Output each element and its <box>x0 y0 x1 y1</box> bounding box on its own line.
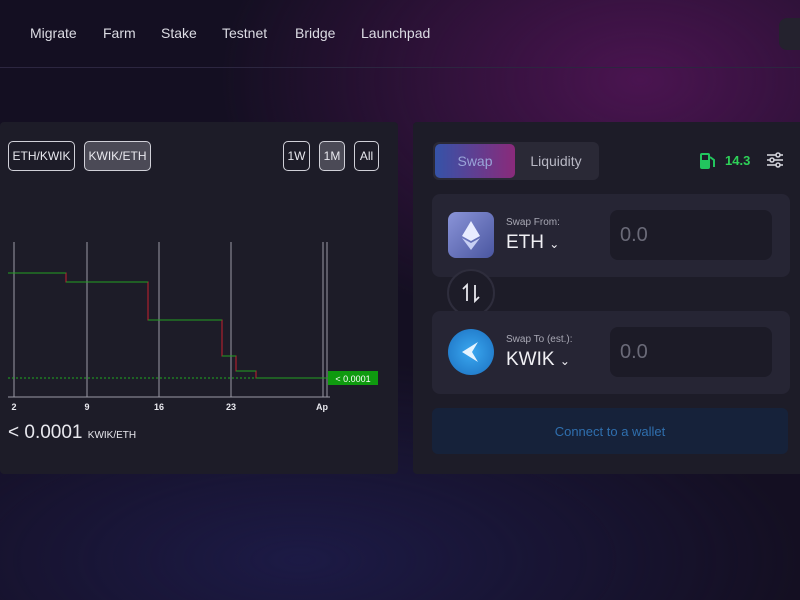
range-button[interactable]: 1W <box>283 141 310 171</box>
gas-price: 14.3 <box>725 153 751 168</box>
amount-input[interactable]: 0.0 <box>610 327 772 377</box>
current-tag-text: < 0.0001 <box>335 374 370 384</box>
price-line <box>8 272 328 379</box>
tab[interactable]: Swap <box>435 144 515 178</box>
price-value: < 0.0001 <box>8 422 83 443</box>
header-button[interactable] <box>779 18 800 50</box>
price-unit: KWIK/ETH <box>87 430 137 441</box>
nav-link[interactable]: Migrate <box>30 25 77 41</box>
price-chart: < 0.0001 2 9 16 23 Ap <box>8 242 378 412</box>
swap-to-label: Swap To (est.): <box>506 334 573 345</box>
swap-from-box: Swap From: ETH ⌄ 0.0 <box>432 194 790 277</box>
gas-icon <box>700 153 715 169</box>
nav-link[interactable]: Stake <box>161 25 197 41</box>
nav-link[interactable]: Bridge <box>295 25 336 41</box>
price-panel: ETH/KWIK KWIK/ETH 1W 1M All < 0.0001 2 9… <box>0 122 398 474</box>
settings-icon[interactable] <box>766 151 784 169</box>
token: KWIK <box>506 349 555 370</box>
chart-grid <box>8 242 330 398</box>
nav-link[interactable]: Launchpad <box>361 25 431 41</box>
x-label: 16 <box>154 402 164 412</box>
eth-icon <box>448 212 494 258</box>
token: ETH <box>506 232 544 253</box>
token-select[interactable]: ETH ⌄ <box>506 232 560 253</box>
x-label: 9 <box>84 402 89 412</box>
amount-input[interactable]: 0.0 <box>610 210 772 260</box>
current-tag <box>328 371 378 385</box>
swap-to-box: Swap To (est.): KWIK ⌄ 0.0 <box>432 311 790 394</box>
x-label: Ap <box>316 402 328 412</box>
price: < 0.0001 KWIK/ETH <box>8 422 136 444</box>
swap-panel: Swap Liquidity 14.3 Swap From: ETH ⌄ 0.0… <box>413 122 800 474</box>
token-select[interactable]: KWIK ⌄ <box>506 349 570 370</box>
x-label: 23 <box>226 402 236 412</box>
range-button[interactable]: All <box>354 141 379 171</box>
kwik-icon <box>448 329 494 375</box>
connect-button[interactable]: Connect to a wallet <box>432 408 788 454</box>
nav-divider <box>0 67 800 68</box>
nav-link[interactable]: Farm <box>103 25 136 41</box>
range-button[interactable]: 1M <box>319 141 345 171</box>
x-label: 2 <box>11 402 16 412</box>
swap-from-label: Swap From: <box>506 217 560 228</box>
switch-button[interactable] <box>447 269 495 317</box>
pair-button[interactable]: KWIK/ETH <box>84 141 151 171</box>
pair-button[interactable]: ETH/KWIK <box>8 141 75 171</box>
nav-link[interactable]: Testnet <box>222 25 268 41</box>
tab[interactable]: Liquidity <box>530 153 582 169</box>
price-line-flat <box>8 272 328 379</box>
